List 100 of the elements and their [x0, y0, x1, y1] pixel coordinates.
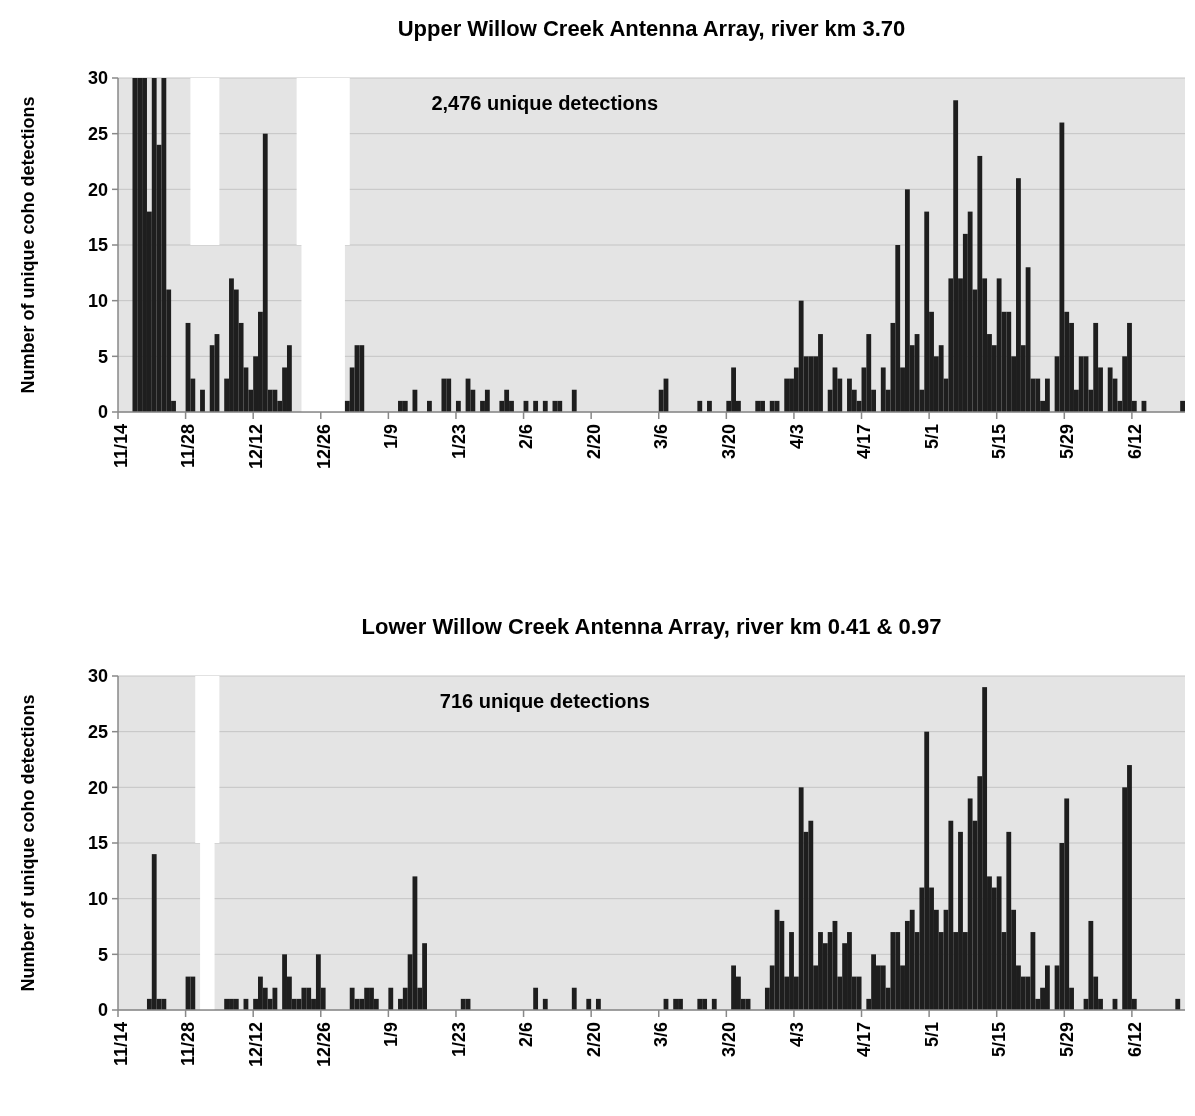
x-tick-label: 3/6 — [651, 1022, 672, 1048]
x-tick-label: 1/9 — [381, 424, 402, 450]
y-tick-label: 0 — [97, 402, 108, 423]
bar — [542, 998, 548, 1010]
bar — [224, 998, 230, 1010]
x-tick-label: 12/12 — [245, 424, 266, 470]
bar — [798, 300, 804, 412]
bar — [161, 78, 167, 412]
bar — [233, 998, 239, 1010]
y-tick-label: 30 — [87, 68, 108, 89]
bar — [455, 400, 461, 412]
x-tick-label: 3/20 — [719, 1022, 740, 1058]
bar — [484, 389, 490, 412]
bar — [1006, 311, 1012, 412]
bar — [132, 78, 138, 412]
bar — [272, 987, 278, 1010]
bar — [856, 976, 862, 1010]
bar — [557, 400, 563, 412]
bar — [673, 998, 679, 1010]
x-tick-label: 11/28 — [178, 1022, 199, 1067]
bar — [808, 356, 814, 412]
x-tick-label: 6/12 — [1124, 1022, 1145, 1058]
x-tick-label: 12/12 — [245, 1022, 266, 1068]
bar — [359, 345, 365, 412]
x-tick-label: 3/6 — [651, 424, 672, 450]
bar — [711, 998, 717, 1010]
x-tick-label: 4/3 — [786, 1022, 807, 1048]
x-tick-label: 5/29 — [1057, 1022, 1078, 1058]
y-tick-label: 30 — [87, 666, 108, 687]
bar — [388, 987, 394, 1010]
bar — [402, 400, 408, 412]
x-tick-label: 11/14 — [110, 1022, 131, 1067]
bar — [1044, 965, 1050, 1010]
y-tick-label: 15 — [87, 235, 108, 256]
x-tick-label: 4/17 — [854, 424, 875, 460]
x-tick-label: 3/20 — [719, 424, 740, 460]
bar — [262, 133, 268, 412]
bar — [938, 345, 944, 412]
bar — [427, 400, 432, 412]
y-tick-label: 15 — [87, 833, 108, 854]
x-tick-label: 2/6 — [516, 424, 537, 450]
bar — [460, 998, 466, 1010]
bar — [948, 820, 954, 1010]
bar — [533, 987, 539, 1010]
bar — [586, 998, 592, 1010]
bar — [349, 987, 355, 1010]
bar — [1175, 998, 1181, 1010]
bar — [707, 400, 712, 412]
x-tick-label: 4/3 — [786, 424, 807, 450]
y-tick-label: 20 — [87, 179, 108, 200]
bar — [272, 389, 278, 412]
bar — [286, 345, 292, 412]
y-tick-label: 25 — [87, 123, 108, 144]
annotation: 716 unique detections — [439, 690, 650, 712]
bar — [151, 78, 157, 412]
bar — [1025, 267, 1031, 412]
bar — [1180, 400, 1185, 412]
bar — [697, 400, 703, 412]
bar — [697, 998, 703, 1010]
bar — [996, 278, 1002, 412]
x-tick-label: 5/1 — [921, 424, 942, 450]
bar — [1006, 831, 1012, 1010]
y-tick-label: 10 — [87, 290, 108, 311]
bar — [996, 876, 1002, 1010]
bar — [441, 378, 447, 412]
x-tick-label: 5/1 — [921, 1022, 942, 1048]
y-tick-label: 25 — [87, 721, 108, 742]
bar — [977, 155, 983, 412]
bar — [1044, 378, 1050, 412]
x-tick-label: 2/20 — [583, 1022, 604, 1058]
bar — [1078, 356, 1084, 412]
x-tick-label: 1/9 — [381, 1022, 402, 1048]
bar — [190, 976, 196, 1010]
bar — [151, 854, 157, 1010]
x-tick-label: 1/23 — [448, 1022, 469, 1058]
x-tick-label: 6/12 — [1124, 424, 1145, 460]
y-tick-label: 10 — [87, 888, 108, 909]
x-tick-label: 12/26 — [313, 1022, 334, 1068]
y-tick-label: 5 — [97, 346, 108, 367]
bar — [967, 211, 973, 412]
bar — [755, 400, 761, 412]
y-tick-label: 20 — [87, 777, 108, 798]
y-tick-label: 0 — [97, 1000, 108, 1021]
x-tick-label: 11/28 — [178, 424, 199, 469]
y-tick-label: 5 — [97, 944, 108, 965]
bar — [533, 400, 539, 412]
bar — [200, 389, 205, 412]
bar — [769, 400, 775, 412]
chart-title: Upper Willow Creek Antenna Array, river km 3.70 — [397, 16, 906, 41]
bar — [542, 400, 548, 412]
bar — [784, 378, 790, 412]
bar — [967, 798, 973, 1010]
x-tick-label: 4/17 — [854, 1022, 875, 1058]
bar — [808, 820, 814, 1010]
y-axis-title: Number of unique coho detections — [18, 694, 39, 992]
bar — [571, 987, 577, 1010]
bar — [301, 987, 307, 1010]
bar — [1059, 122, 1065, 412]
x-tick-label: 2/6 — [516, 1022, 537, 1048]
bar — [1035, 378, 1041, 412]
